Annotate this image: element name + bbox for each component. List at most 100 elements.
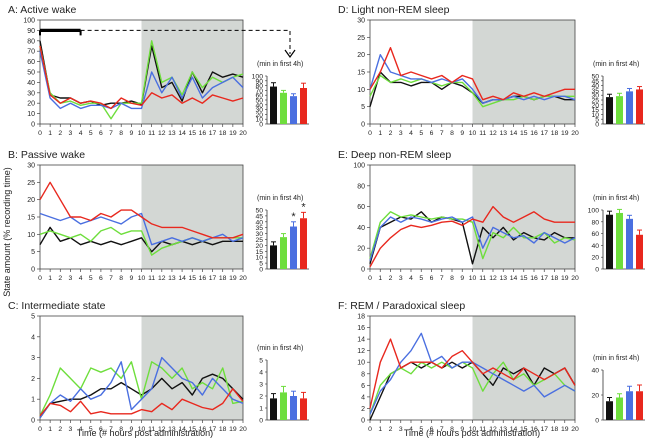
x-tick-label: 6	[99, 275, 103, 282]
x-tick-label: 10	[469, 130, 477, 137]
y-tick-label: 3	[31, 355, 35, 362]
x-tick-label: 8	[450, 275, 454, 282]
x-tick-label: 14	[178, 275, 186, 282]
x-tick-label: 8	[450, 426, 454, 433]
x-tick-label: 5	[89, 130, 93, 137]
inset-y-tick-label: 80	[591, 219, 599, 226]
inset-y-tick-label: 40	[591, 83, 599, 90]
inset-bar-chart: (min in first 4h) 0 1 2 3 4 5	[257, 345, 309, 425]
x-tick-label: 18	[551, 426, 559, 433]
panel-title: F: REM / Paradoxical sleep	[338, 300, 465, 312]
y-tick-label: 15	[27, 215, 35, 222]
inset-y-tick-label: 30	[255, 231, 263, 238]
inset-y-tick-label: 1	[259, 406, 263, 413]
x-tick-label: 7	[440, 275, 444, 282]
panel-title: B: Passive wake	[8, 149, 85, 161]
x-tick-label: 15	[188, 275, 196, 282]
x-tick-label: 12	[489, 130, 497, 137]
x-tick-label: 2	[389, 130, 393, 137]
y-tick-label: 2	[31, 376, 35, 383]
x-tick-label: 17	[209, 275, 217, 282]
inset-y-tick-label: 15	[591, 107, 599, 114]
inset-y-tick-label: 20	[255, 112, 263, 119]
y-tick-label: 25	[27, 180, 35, 187]
x-tick-label: 12	[158, 426, 166, 433]
inset-y-tick-label: 20	[255, 243, 263, 250]
inset-y-tick-label: 20	[591, 102, 599, 109]
shaded-region	[141, 316, 243, 420]
inset-y-tick-label: 0	[259, 122, 263, 129]
series-line-blue	[369, 54, 576, 104]
x-tick-label: 4	[79, 275, 83, 282]
x-tick-label: 5	[419, 426, 423, 433]
y-tick-label: 20	[27, 197, 35, 204]
x-tick-label: 10	[138, 426, 146, 433]
significance-star: *	[301, 201, 306, 213]
x-tick-label: 12	[158, 130, 166, 137]
y-tick-label: 30	[357, 18, 365, 25]
x-tick-label: 16	[199, 275, 207, 282]
inset-y-tick-label: 40	[255, 102, 263, 109]
x-tick-label: 10	[138, 275, 146, 282]
x-tick-label: 17	[209, 426, 217, 433]
y-tick-label: 100	[23, 18, 35, 25]
x-tick-label: 0	[368, 426, 372, 433]
inset-bar-red	[300, 218, 307, 269]
inset-bar-red	[300, 88, 307, 124]
x-tick-label: 9	[460, 130, 464, 137]
y-tick-label: 80	[357, 183, 365, 190]
y-axis-label: State amount (% recording time)	[2, 167, 12, 297]
x-tick-label: 11	[479, 426, 486, 433]
inset-y-tick-label: 20	[591, 255, 599, 262]
inset-bar-red	[300, 398, 307, 420]
inset-y-tick-label: 10	[591, 112, 599, 119]
y-tick-label: 25	[357, 35, 365, 42]
x-tick-label: 5	[419, 275, 423, 282]
inset-label: (min in first 4h)	[257, 345, 303, 352]
panel-f: F: REM / Paradoxical sleep02468101214161…	[338, 300, 645, 433]
inset-y-tick-label: 10	[255, 117, 263, 124]
x-tick-label: 18	[551, 275, 559, 282]
x-tick-label: 17	[540, 130, 548, 137]
x-tick-label: 3	[399, 426, 403, 433]
x-tick-label: 11	[479, 275, 486, 282]
x-tick-label: 11	[148, 275, 155, 282]
y-tick-label: 40	[27, 80, 35, 87]
x-tick-label: 17	[540, 426, 548, 433]
inset-bar-black	[606, 214, 613, 269]
x-tick-label: 6	[430, 275, 434, 282]
y-tick-label: 20	[357, 52, 365, 59]
x-tick-label: 7	[109, 275, 113, 282]
x-tick-label: 15	[520, 130, 528, 137]
x-tick-label: 20	[239, 130, 247, 137]
inset-y-tick-label: 30	[255, 107, 263, 114]
inset-bar-black	[606, 97, 613, 124]
series-line-green	[369, 74, 575, 108]
y-tick-label: 40	[357, 225, 365, 232]
x-tick-label: 18	[551, 130, 559, 137]
x-tick-label: 10	[469, 426, 477, 433]
inset-bar-black	[606, 401, 613, 420]
inset-label: (min in first 4h)	[257, 61, 303, 68]
x-tick-label: 2	[389, 426, 393, 433]
inset-bar-red	[636, 89, 643, 124]
y-tick-label: 6	[361, 383, 365, 390]
inset-bar-chart: (min in first 4h) 0 20 40 60 80 100	[588, 195, 645, 274]
x-tick-label: 1	[378, 130, 382, 137]
x-tick-label: 1	[48, 426, 52, 433]
x-tick-label: 18	[219, 426, 227, 433]
x-tick-label: 12	[489, 426, 497, 433]
series-line-red	[369, 338, 576, 409]
y-tick-label: 0	[31, 267, 35, 274]
inset-bar-green	[616, 212, 623, 269]
series-line-green	[39, 40, 244, 120]
x-tick-label: 16	[530, 275, 538, 282]
arrow-head	[284, 49, 296, 59]
x-tick-label: 5	[89, 275, 93, 282]
x-tick-label: 4	[79, 130, 83, 137]
y-tick-label: 0	[361, 418, 365, 425]
x-tick-label: 2	[389, 275, 393, 282]
